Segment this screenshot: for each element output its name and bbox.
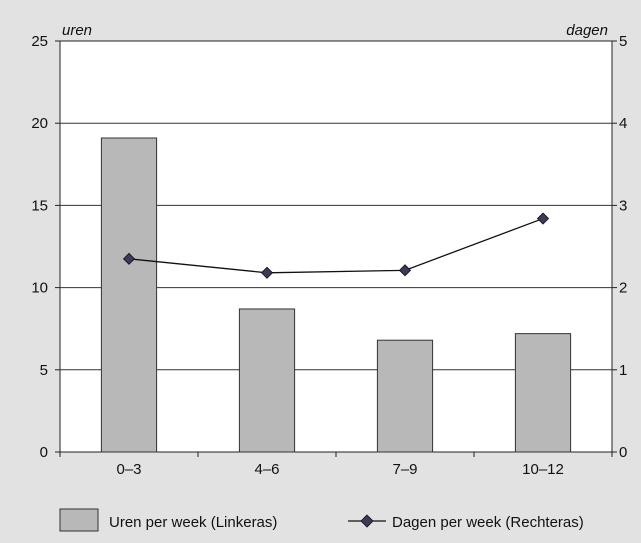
right-tick-label: 4 xyxy=(619,115,627,132)
left-axis-ticks: 0 5 10 15 20 25 xyxy=(31,33,60,461)
right-tick-label: 2 xyxy=(619,280,627,297)
left-tick-label: 15 xyxy=(31,197,48,214)
legend-line-label: Dagen per week (Rechteras) xyxy=(392,514,584,531)
x-tick-label: 0–3 xyxy=(116,461,141,478)
right-tick-label: 1 xyxy=(619,362,627,379)
x-axis-ticks: 0–3 4–6 7–9 10–12 xyxy=(59,452,613,478)
bar xyxy=(376,339,434,453)
right-tick-label: 0 xyxy=(619,444,627,461)
right-axis-ticks: 0 1 2 3 4 5 xyxy=(612,33,627,461)
left-tick-label: 10 xyxy=(31,280,48,297)
line-point-marker xyxy=(398,264,412,277)
bar xyxy=(514,333,572,453)
left-tick-label: 25 xyxy=(31,33,48,50)
left-tick-label: 5 xyxy=(40,362,48,379)
bar xyxy=(238,308,296,453)
x-tick-label: 10–12 xyxy=(522,461,564,478)
bar-series xyxy=(100,137,572,453)
right-tick-label: 3 xyxy=(619,197,627,214)
left-tick-label: 20 xyxy=(31,115,48,132)
legend-diamond-marker xyxy=(360,514,374,528)
right-tick-label: 5 xyxy=(619,33,627,50)
legend: Uren per week (Linkeras) Dagen per week … xyxy=(59,508,584,532)
left-tick-label: 0 xyxy=(40,444,48,461)
line-point-marker xyxy=(260,266,274,279)
bar xyxy=(100,137,158,453)
line-point-marker xyxy=(536,212,550,225)
x-tick-label: 7–9 xyxy=(392,461,417,478)
right-axis-label: dagen xyxy=(566,22,608,39)
line-series xyxy=(122,212,550,279)
legend-bar-swatch xyxy=(59,508,99,532)
series-line xyxy=(128,217,544,274)
legend-bar-label: Uren per week (Linkeras) xyxy=(109,514,277,531)
left-axis-label: uren xyxy=(62,22,92,39)
x-tick-label: 4–6 xyxy=(254,461,279,478)
line-point-marker xyxy=(122,252,136,265)
